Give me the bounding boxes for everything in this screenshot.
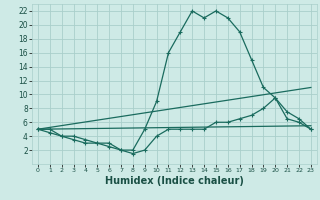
X-axis label: Humidex (Indice chaleur): Humidex (Indice chaleur)	[105, 176, 244, 186]
